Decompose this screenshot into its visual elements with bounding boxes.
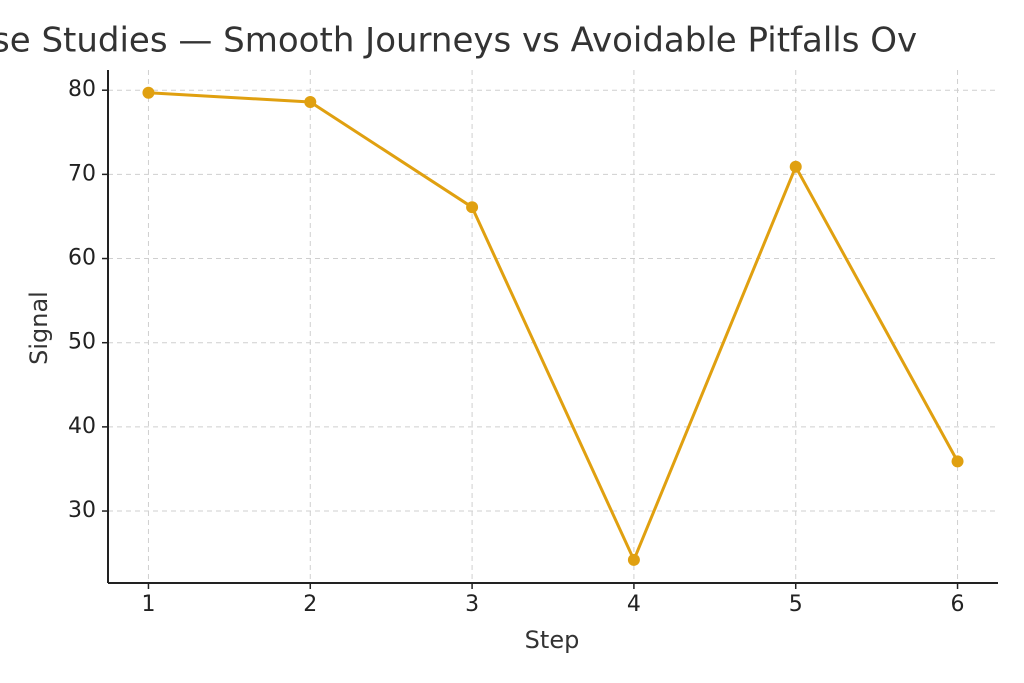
x-tick-label: 3 bbox=[465, 592, 479, 617]
x-axis-label: Step bbox=[525, 626, 580, 654]
point bbox=[627, 553, 640, 566]
point bbox=[304, 95, 317, 108]
point bbox=[951, 455, 964, 468]
y-tick-label: 70 bbox=[68, 161, 96, 186]
y-tick-label: 40 bbox=[68, 414, 96, 439]
x-tick-label: 4 bbox=[627, 592, 641, 617]
point bbox=[466, 201, 479, 214]
x-tick-label: 2 bbox=[303, 592, 317, 617]
point bbox=[142, 86, 155, 99]
chart-title: se Studies — Smooth Journeys vs Avoidabl… bbox=[0, 21, 917, 61]
x-tick-label: 6 bbox=[951, 592, 965, 617]
y-tick-label: 50 bbox=[68, 330, 96, 355]
y-tick-label: 60 bbox=[68, 246, 96, 271]
x-tick-label: 1 bbox=[141, 592, 155, 617]
y-tick-label: 80 bbox=[68, 77, 96, 102]
x-tick-label: 5 bbox=[789, 592, 803, 617]
y-axis-label: Signal bbox=[25, 291, 53, 365]
line bbox=[148, 91, 959, 562]
point bbox=[789, 160, 802, 173]
y-tick-label: 30 bbox=[68, 498, 96, 523]
